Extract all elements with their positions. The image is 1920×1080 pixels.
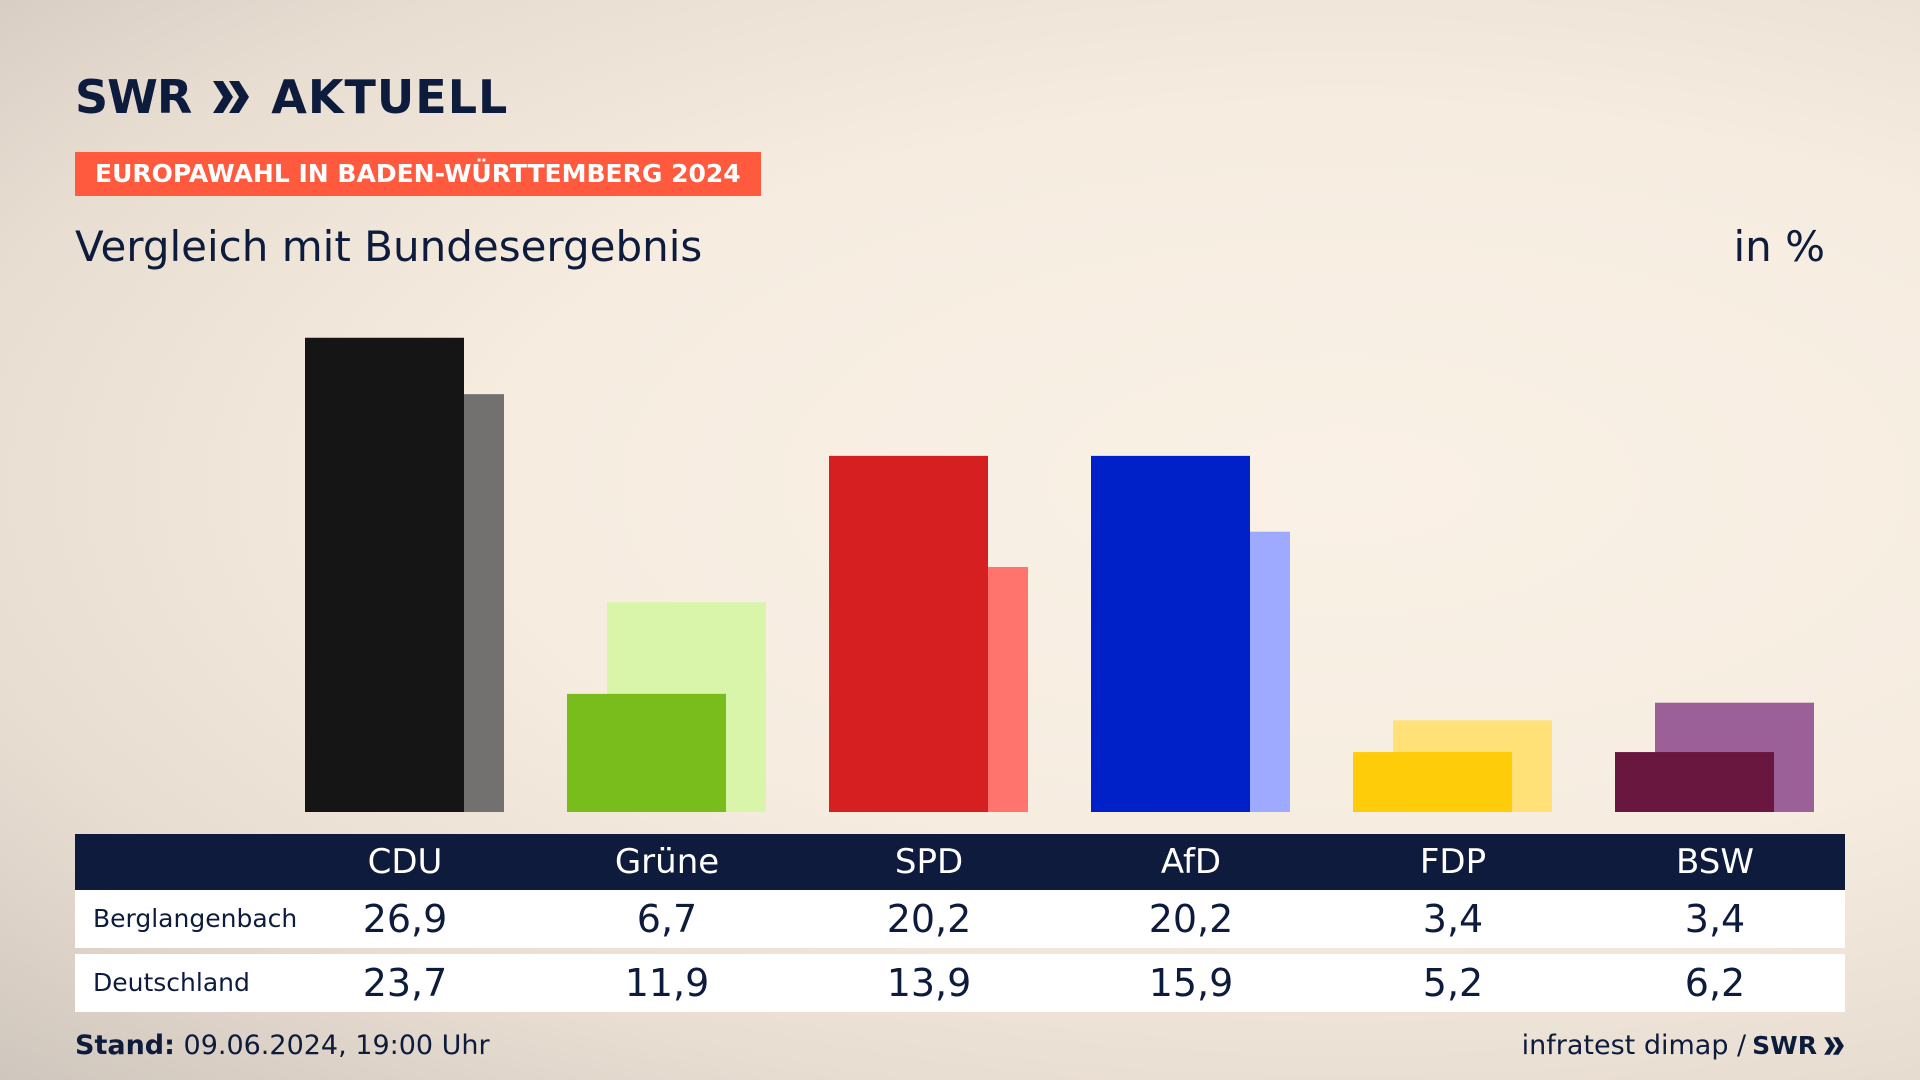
table-row-deutschland: Deutschland 23,7 11,9 13,9 15,9 5,2 6,2	[75, 954, 1845, 1012]
value-cell-grüne: 11,9	[624, 961, 710, 1005]
logo-aktuell-text: AKTUELL	[271, 70, 509, 124]
header-cell-grüne: Grüne	[614, 842, 720, 882]
header-cell-bsw: BSW	[1676, 842, 1754, 882]
unit-label: in %	[1733, 222, 1825, 271]
value-cell-fdp: 3,4	[1422, 897, 1484, 941]
bar-chart	[305, 337, 1814, 812]
election-badge: EUROPAWAHL IN BADEN-WÜRTTEMBERG 2024	[75, 152, 761, 196]
bar-berglangenbach-grüne	[567, 693, 726, 812]
double-chevron-icon	[213, 81, 250, 113]
bar-berglangenbach-spd	[829, 455, 988, 812]
value-cell-fdp: 5,2	[1422, 961, 1484, 1005]
stand-value: 09.06.2024, 19:00 Uhr	[183, 1030, 490, 1061]
table-header: CDU Grüne SPD AfD FDP BSW	[75, 834, 1845, 890]
value-cell-grüne: 6,7	[636, 897, 698, 941]
value-cell-bsw: 3,4	[1684, 897, 1746, 941]
row-label: Deutschland	[93, 968, 250, 997]
swr-aktuell-logo: SWR AKTUELL	[75, 70, 508, 124]
timestamp: Stand: 09.06.2024, 19:00 Uhr	[75, 1030, 490, 1061]
bar-berglangenbach-fdp	[1353, 752, 1512, 812]
header-cell-spd: SPD	[894, 842, 964, 882]
table-row-berglangenbach: Berglangenbach 26,9 6,7 20,2 20,2 3,4 3,4	[75, 890, 1845, 948]
header-cell-cdu: CDU	[367, 842, 443, 882]
logo-swr-text: SWR	[75, 70, 192, 124]
value-cell-afd: 20,2	[1148, 897, 1234, 941]
results-table: CDU Grüne SPD AfD FDP BSW Berglangenbach 26,9…	[75, 834, 1845, 1012]
row-label: Berglangenbach	[93, 904, 298, 933]
value-cell-bsw: 6,2	[1684, 961, 1746, 1005]
header-cell-fdp: FDP	[1419, 842, 1487, 882]
value-cell-spd: 20,2	[886, 897, 972, 941]
bar-berglangenbach-bsw	[1615, 752, 1774, 812]
bar-berglangenbach-cdu	[305, 337, 464, 812]
source-brand: SWR	[1752, 1031, 1817, 1060]
source-text: infratest dimap /	[1521, 1030, 1747, 1061]
source-credit: infratest dimap / SWR	[1522, 1030, 1845, 1061]
value-cell-afd: 15,9	[1148, 961, 1234, 1005]
value-cell-cdu: 23,7	[362, 961, 448, 1005]
value-cell-cdu: 26,9	[362, 897, 448, 941]
value-cell-spd: 13,9	[886, 961, 972, 1005]
stand-label: Stand:	[75, 1030, 175, 1061]
bar-berglangenbach-afd	[1091, 455, 1250, 812]
chart-subtitle: Vergleich mit Bundesergebnis	[75, 222, 703, 271]
double-chevron-icon	[1824, 1036, 1844, 1055]
header-cell-afd: AfD	[1160, 842, 1222, 882]
